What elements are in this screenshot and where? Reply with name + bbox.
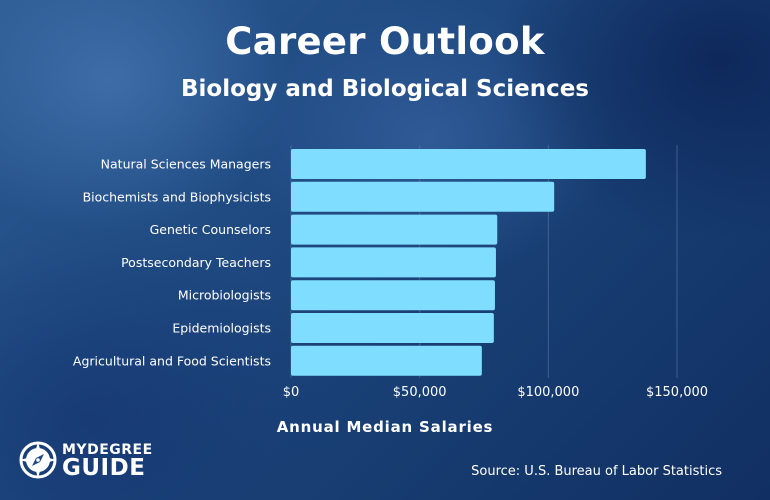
bar <box>291 345 482 376</box>
category-label: Microbiologists <box>178 288 271 303</box>
logo-text-top: MYDEGREE <box>62 442 153 458</box>
bar <box>291 181 555 212</box>
compass-icon <box>19 441 57 479</box>
category-label: Agricultural and Food Scientists <box>73 353 271 368</box>
bar <box>291 214 498 245</box>
source-note: Source: U.S. Bureau of Labor Statistics <box>471 464 722 479</box>
x-tick-label: $50,000 <box>393 385 447 400</box>
category-label: Genetic Counselors <box>150 222 271 237</box>
chart-title: Career Outlook <box>225 20 545 63</box>
category-label: Natural Sciences Managers <box>101 157 271 172</box>
x-axis-label: Annual Median Salaries <box>277 418 494 436</box>
brand-logo: MYDEGREE GUIDE <box>18 438 168 484</box>
category-label: Biochemists and Biophysicists <box>83 189 271 204</box>
bars <box>291 149 646 376</box>
x-tick-label: $150,000 <box>646 385 708 400</box>
bar <box>291 247 496 278</box>
x-tick-label: $100,000 <box>517 385 579 400</box>
bar <box>291 313 494 343</box>
category-label: Postsecondary Teachers <box>121 255 271 270</box>
category-labels: Natural Sciences Managers Biochemists and… <box>73 157 271 369</box>
bar <box>291 149 646 179</box>
bar <box>291 280 495 311</box>
logo-text-bottom: GUIDE <box>62 455 146 481</box>
category-label: Epidemiologists <box>172 321 271 336</box>
x-tick-labels: $0 $50,000 $100,000 $150,000 <box>283 385 708 400</box>
chart-subtitle: Biology and Biological Sciences <box>180 76 589 102</box>
x-tick-label: $0 <box>283 385 300 400</box>
